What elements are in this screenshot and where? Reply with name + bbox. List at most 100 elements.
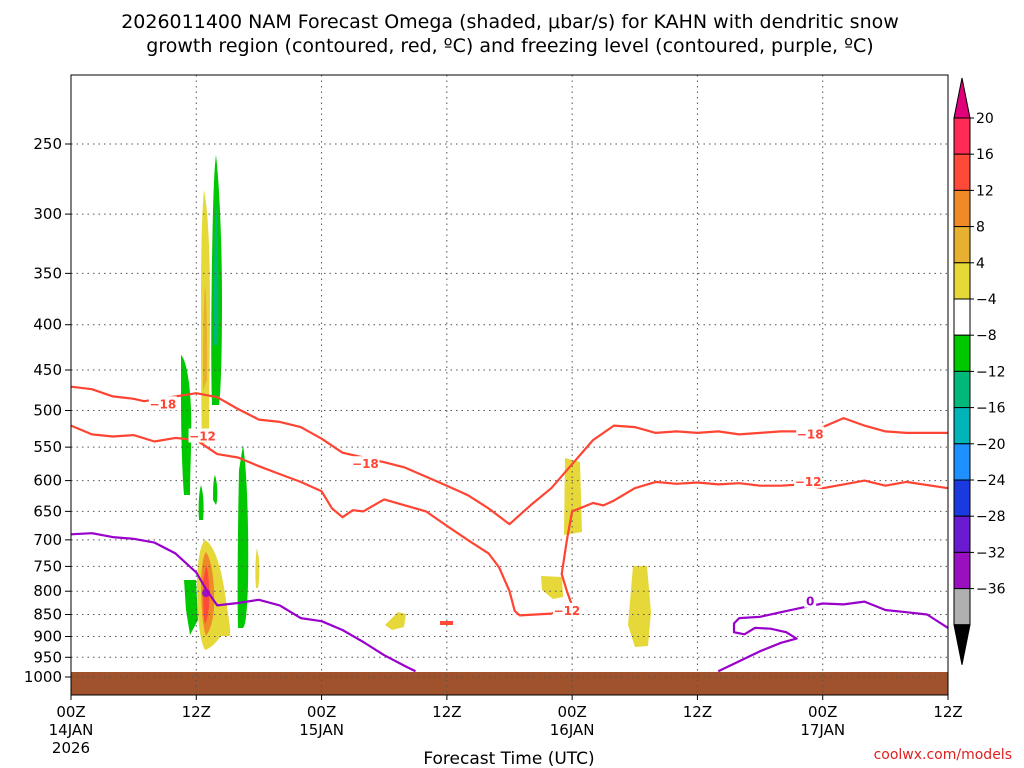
colorbar-label-8: −16	[976, 401, 1006, 417]
omega-shade-yellow-5	[628, 566, 651, 647]
colorbar-label-7: −12	[976, 364, 1006, 380]
ground-terrain	[71, 672, 948, 695]
colorbar-swatch-5	[953, 298, 971, 336]
colorbar-label-1: 16	[976, 147, 994, 163]
contour-label-bg-6	[804, 593, 817, 608]
y-tick-label-300: 300	[33, 205, 62, 223]
y-tick-label-500: 500	[33, 402, 62, 420]
x-tick-label-12: 12Z	[182, 703, 211, 721]
contour-label-4: −18	[797, 427, 824, 441]
y-tick-label-250: 250	[33, 135, 62, 153]
colorbar-label-0: 20	[976, 111, 994, 127]
colorbar-label-3: 8	[976, 220, 985, 236]
x-tick-label-48: 00Z	[557, 703, 586, 721]
colorbar-swatch-3	[953, 226, 971, 264]
colorbar-top-arrow	[953, 77, 971, 119]
colorbar-swatch-4	[953, 262, 971, 300]
y-axis: 250 300 350 400 450 500 550 600 650 700 750 800 850 9…	[24, 135, 71, 686]
omega-shade-yellow-2	[385, 612, 406, 630]
contour-label-2: −18	[352, 457, 379, 471]
x-axis-title: Forecast Time (UTC)	[423, 749, 594, 768]
contour-line-1	[70, 424, 949, 617]
contour-label-1: −12	[189, 430, 216, 444]
colorbar-label-2: 12	[976, 183, 994, 199]
y-tick-label-400: 400	[33, 316, 62, 334]
chart-title-line2: growth region (contoured, red, ºC) and f…	[146, 35, 873, 57]
omega-shade-green-3	[184, 580, 198, 635]
colorbar-legend: 20 16 12 8 4 −4 −8 −12 −16 −20 −24 −28 −32 −36	[953, 77, 1006, 665]
colorbar-swatch-13	[953, 588, 971, 626]
contour-label-bg-4	[796, 426, 825, 441]
colorbar-label-6: −8	[976, 328, 997, 344]
y-tick-label-800: 800	[33, 582, 62, 600]
colorbar-swatch-11	[953, 515, 971, 553]
x-tick-date-48: 16JAN	[550, 721, 595, 739]
chart-title-line1: 2026011400 NAM Forecast Omega (shaded, μ…	[121, 11, 899, 33]
colorbar-swatch-2	[953, 189, 971, 228]
y-tick-label-650: 650	[33, 502, 62, 520]
colorbar-swatch-0	[953, 117, 971, 155]
colorbar-swatch-12	[953, 551, 971, 590]
x-tick-year-0: 2026	[52, 739, 90, 757]
colorbar-swatch-8	[953, 407, 971, 445]
contour-label-5: −12	[795, 475, 822, 489]
omega-shade-red-dot	[440, 621, 453, 625]
colorbar-swatch-7	[953, 370, 971, 409]
x-tick-label-60: 12Z	[683, 703, 712, 721]
colorbar-label-10: −24	[976, 473, 1006, 489]
omega-shade-yellow-1	[255, 548, 260, 588]
colorbar-label-9: −20	[976, 437, 1006, 453]
omega-shade-green-2	[237, 445, 249, 628]
x-tick-label-84: 12Z	[933, 703, 962, 721]
y-tick-label-450: 450	[33, 361, 62, 379]
contour-labels: −18 −12 −18 −12 −18 −12 0	[148, 396, 825, 618]
colorbar-swatch-6	[953, 334, 971, 372]
x-tick-label-72: 00Z	[808, 703, 837, 721]
omega-shade-yellow-4	[541, 576, 563, 599]
contour-line-3	[717, 600, 949, 673]
omega-shade-green-4	[198, 485, 204, 520]
omega-shade-orange-tall	[203, 285, 207, 390]
contour-lines	[70, 385, 949, 673]
y-tick-label-350: 350	[33, 264, 62, 282]
colorbar-bottom-arrow	[953, 624, 971, 665]
omega-shade-teal-tall	[214, 200, 219, 345]
omega-shade-yellow-3	[564, 458, 582, 535]
contour-label-bg-1	[188, 428, 217, 443]
y-tick-label-850: 850	[33, 606, 62, 624]
colorbar-swatch-10	[953, 479, 971, 517]
contour-label-bg-5	[794, 473, 823, 488]
contour-label-bg-3	[552, 602, 581, 617]
contour-line-0	[70, 385, 948, 526]
x-tick-date-72: 17JAN	[800, 721, 845, 739]
colorbar-label-13: −36	[976, 582, 1006, 598]
colorbar-swatch-1	[953, 153, 971, 191]
omega-shade-green-1	[181, 355, 192, 495]
y-tick-label-1000: 1000	[24, 668, 62, 686]
y-tick-label-900: 900	[33, 627, 62, 645]
omega-shading	[181, 155, 651, 650]
contour-label-bg-0	[148, 396, 177, 411]
x-tick-label-0: 00Z	[56, 703, 85, 721]
contour-label-bg-2	[351, 456, 380, 471]
contour-label-0: −18	[149, 397, 176, 411]
x-tick-label-24: 00Z	[307, 703, 336, 721]
y-tick-label-700: 700	[33, 531, 62, 549]
credit-text: coolwx.com/models	[874, 747, 1012, 763]
colorbar-label-12: −32	[976, 545, 1006, 561]
x-tick-date-0: 14JAN	[49, 721, 94, 739]
colorbar-label-5: −4	[976, 292, 997, 308]
y-tick-label-550: 550	[33, 438, 62, 456]
x-tick-date-24: 15JAN	[299, 721, 344, 739]
y-tick-label-750: 750	[33, 557, 62, 575]
y-tick-label-950: 950	[33, 648, 62, 666]
contour-label-6: 0	[806, 595, 814, 609]
plot-area: −18 −12 −18 −12 −18 −12 0	[70, 74, 949, 696]
contour-line-2	[70, 532, 416, 673]
colorbar-label-11: −28	[976, 509, 1006, 525]
y-tick-label-600: 600	[33, 472, 62, 490]
omega-shade-green-5	[213, 475, 218, 505]
contour-label-3: −12	[554, 604, 581, 618]
